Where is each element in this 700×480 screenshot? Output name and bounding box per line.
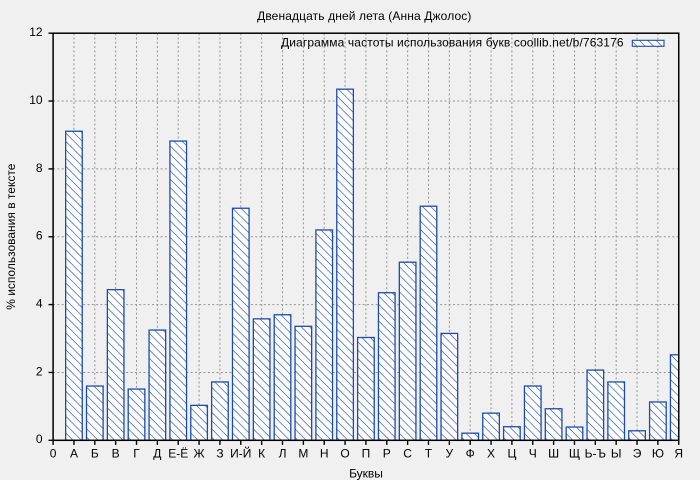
svg-text:10: 10 bbox=[29, 93, 43, 107]
svg-text:2: 2 bbox=[36, 364, 43, 378]
svg-text:Щ: Щ bbox=[569, 447, 580, 461]
svg-text:Ф: Ф bbox=[466, 447, 475, 461]
svg-text:Т: Т bbox=[425, 447, 433, 461]
svg-text:В: В bbox=[112, 447, 120, 461]
svg-text:М: М bbox=[298, 447, 308, 461]
svg-text:Б: Б bbox=[91, 447, 99, 461]
svg-text:Диаграмма частоты использовани: Диаграмма частоты использования букв coo… bbox=[281, 36, 624, 50]
svg-text:Д: Д bbox=[153, 447, 161, 461]
svg-text:Ш: Ш bbox=[548, 447, 559, 461]
svg-text:% использования в тексте: % использования в тексте bbox=[4, 163, 18, 309]
svg-text:Г: Г bbox=[133, 447, 140, 461]
svg-text:4: 4 bbox=[36, 297, 43, 311]
svg-text:З: З bbox=[216, 447, 223, 461]
svg-text:Двенадцать дней лета (Анна Джо: Двенадцать дней лета (Анна Джолос) bbox=[257, 9, 471, 23]
svg-text:Н: Н bbox=[320, 447, 329, 461]
svg-text:Х: Х bbox=[487, 447, 495, 461]
svg-text:Буквы: Буквы bbox=[349, 467, 383, 480]
svg-text:Е-Ё: Е-Ё bbox=[168, 447, 188, 461]
svg-text:Р: Р bbox=[383, 447, 391, 461]
svg-text:Л: Л bbox=[279, 447, 287, 461]
svg-text:Ы: Ы bbox=[611, 447, 622, 461]
svg-text:Э: Э bbox=[633, 447, 642, 461]
svg-text:Ч: Ч bbox=[529, 447, 537, 461]
svg-text:У: У bbox=[446, 447, 454, 461]
svg-text:О: О bbox=[340, 447, 349, 461]
svg-text:0: 0 bbox=[50, 447, 57, 461]
svg-text:12: 12 bbox=[29, 25, 43, 39]
svg-text:А: А bbox=[70, 447, 78, 461]
svg-text:Ю: Ю bbox=[652, 447, 664, 461]
svg-text:И-Й: И-Й bbox=[230, 446, 251, 461]
svg-text:0: 0 bbox=[36, 432, 43, 446]
svg-text:8: 8 bbox=[36, 161, 43, 175]
svg-text:К: К bbox=[258, 447, 265, 461]
svg-text:С: С bbox=[403, 447, 412, 461]
svg-text:Ц: Ц bbox=[507, 447, 516, 461]
svg-text:6: 6 bbox=[36, 229, 43, 243]
svg-text:Я: Я bbox=[674, 447, 683, 461]
svg-text:Ь-Ъ: Ь-Ъ bbox=[585, 447, 606, 461]
svg-text:П: П bbox=[362, 447, 371, 461]
svg-text:Ж: Ж bbox=[194, 447, 205, 461]
